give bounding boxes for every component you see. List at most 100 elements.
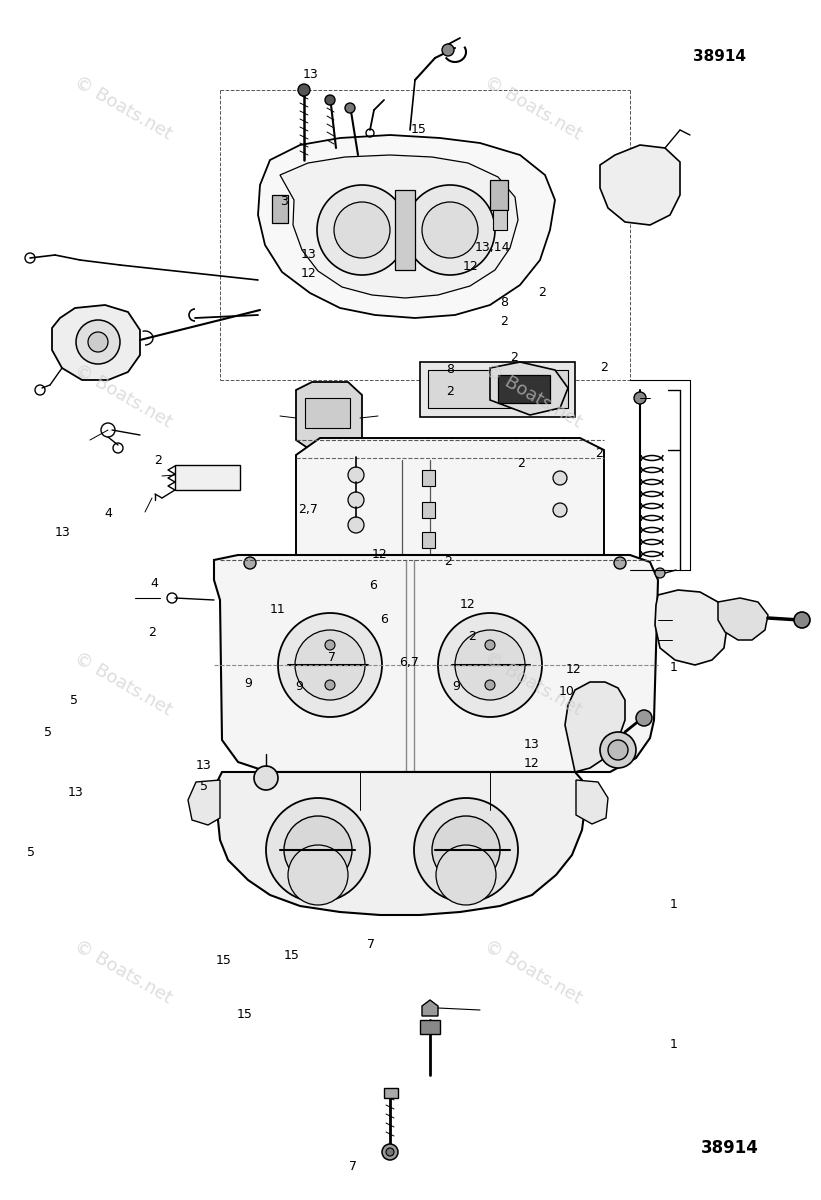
Polygon shape xyxy=(52,305,140,380)
Text: 10: 10 xyxy=(558,685,575,697)
Text: 9: 9 xyxy=(452,680,461,692)
Circle shape xyxy=(636,710,652,726)
Text: 2: 2 xyxy=(500,316,508,328)
Circle shape xyxy=(76,320,120,364)
Text: 7: 7 xyxy=(367,938,375,950)
Text: 15: 15 xyxy=(283,949,300,961)
Text: 4: 4 xyxy=(104,508,112,520)
Text: © Boats.net: © Boats.net xyxy=(71,937,175,1007)
Circle shape xyxy=(254,766,278,790)
Text: © Boats.net: © Boats.net xyxy=(71,361,175,431)
Polygon shape xyxy=(296,382,362,455)
Text: 12: 12 xyxy=(460,599,476,611)
Polygon shape xyxy=(576,780,608,824)
Text: 7: 7 xyxy=(349,1160,357,1172)
Text: 7: 7 xyxy=(328,652,336,664)
Bar xyxy=(493,210,507,230)
Circle shape xyxy=(414,798,518,902)
Circle shape xyxy=(345,103,355,113)
Circle shape xyxy=(382,1144,398,1160)
Polygon shape xyxy=(422,1000,438,1016)
Text: 9: 9 xyxy=(244,678,252,690)
Circle shape xyxy=(278,613,382,716)
Circle shape xyxy=(386,1148,394,1156)
Text: 38914: 38914 xyxy=(701,1139,759,1157)
Text: 12: 12 xyxy=(300,268,317,280)
Polygon shape xyxy=(258,134,555,318)
Text: 2: 2 xyxy=(148,626,156,638)
Polygon shape xyxy=(280,155,518,298)
Text: 5: 5 xyxy=(27,846,35,858)
Circle shape xyxy=(244,557,256,569)
Circle shape xyxy=(436,845,496,905)
Text: 13: 13 xyxy=(302,68,319,80)
Text: 11: 11 xyxy=(269,604,286,616)
Text: 13: 13 xyxy=(195,760,212,772)
Text: 9: 9 xyxy=(296,680,304,692)
Text: 1: 1 xyxy=(669,899,677,911)
Text: © Boats.net: © Boats.net xyxy=(71,73,175,143)
Polygon shape xyxy=(422,502,435,518)
Text: 13: 13 xyxy=(67,786,84,798)
Text: 2: 2 xyxy=(444,556,452,568)
Polygon shape xyxy=(422,532,435,548)
Polygon shape xyxy=(655,590,728,665)
Polygon shape xyxy=(188,780,220,826)
Circle shape xyxy=(634,392,646,404)
Polygon shape xyxy=(718,598,768,640)
Circle shape xyxy=(348,492,364,508)
Bar xyxy=(498,374,550,403)
Text: 2: 2 xyxy=(517,457,525,469)
Text: 12: 12 xyxy=(524,757,540,769)
Circle shape xyxy=(325,640,335,650)
Circle shape xyxy=(553,470,567,485)
Bar xyxy=(384,1088,398,1098)
Circle shape xyxy=(442,44,454,56)
Text: 15: 15 xyxy=(215,954,232,966)
Text: © Boats.net: © Boats.net xyxy=(482,649,585,719)
Text: © Boats.net: © Boats.net xyxy=(482,937,585,1007)
Circle shape xyxy=(295,630,365,700)
Text: 6: 6 xyxy=(380,613,388,625)
Bar xyxy=(490,180,508,210)
Circle shape xyxy=(485,640,495,650)
Text: 2,7: 2,7 xyxy=(298,504,318,516)
Bar xyxy=(420,1020,440,1034)
Text: 15: 15 xyxy=(410,124,427,136)
Text: 5: 5 xyxy=(200,780,208,792)
Polygon shape xyxy=(600,145,680,226)
Text: 2: 2 xyxy=(468,630,476,642)
Circle shape xyxy=(405,185,495,275)
Circle shape xyxy=(614,557,626,569)
Text: 13: 13 xyxy=(300,248,317,260)
Circle shape xyxy=(288,845,348,905)
Bar xyxy=(272,194,288,223)
Bar xyxy=(420,362,575,416)
Polygon shape xyxy=(175,464,240,490)
Text: 1: 1 xyxy=(669,661,677,673)
Text: 5: 5 xyxy=(70,695,78,707)
Circle shape xyxy=(334,202,390,258)
Text: 2: 2 xyxy=(510,352,518,364)
Polygon shape xyxy=(296,438,604,572)
Circle shape xyxy=(432,816,500,884)
Polygon shape xyxy=(214,554,658,772)
Text: 13: 13 xyxy=(524,738,540,750)
Text: 12: 12 xyxy=(565,664,581,676)
Circle shape xyxy=(438,613,542,716)
Text: 15: 15 xyxy=(236,1008,253,1020)
Bar xyxy=(395,190,415,270)
Text: 2: 2 xyxy=(600,361,608,373)
Text: 12: 12 xyxy=(462,260,479,272)
Text: © Boats.net: © Boats.net xyxy=(71,649,175,719)
Circle shape xyxy=(325,680,335,690)
Circle shape xyxy=(348,517,364,533)
Circle shape xyxy=(317,185,407,275)
Circle shape xyxy=(298,84,310,96)
Circle shape xyxy=(348,467,364,482)
Polygon shape xyxy=(216,772,586,914)
Polygon shape xyxy=(565,682,625,772)
Polygon shape xyxy=(490,362,568,415)
Bar xyxy=(428,370,568,408)
Circle shape xyxy=(655,568,665,578)
